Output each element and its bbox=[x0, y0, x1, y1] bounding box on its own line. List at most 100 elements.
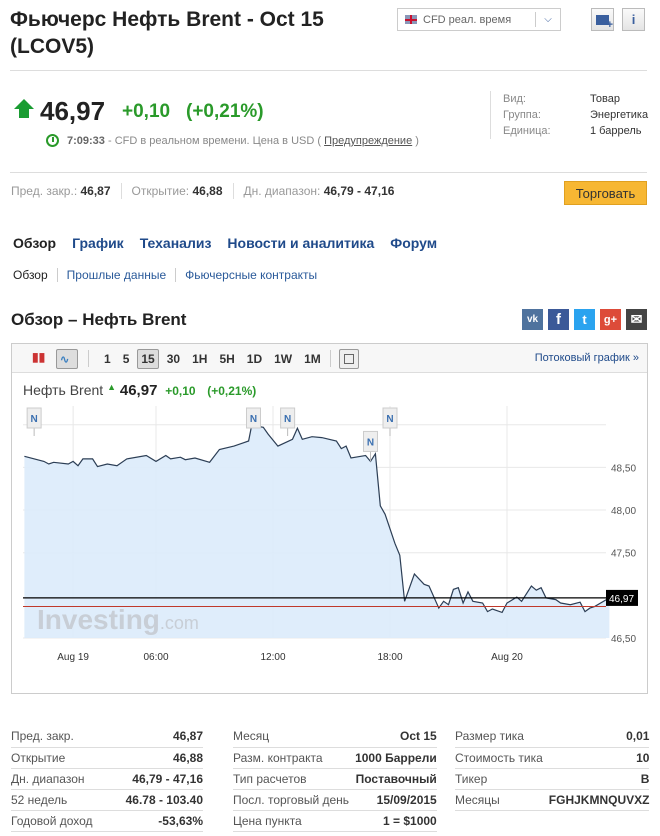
stat-value: 46,87 bbox=[80, 184, 111, 198]
detail-label: Годовой доход bbox=[11, 810, 113, 832]
subtab-historical-data[interactable]: Прошлые данные bbox=[66, 268, 167, 282]
news-marker[interactable] bbox=[382, 407, 398, 429]
detail-value: 10 bbox=[548, 747, 650, 769]
detail-value: -53,63% bbox=[112, 810, 203, 832]
table-row: Месяцы FGHJKMNQUVXZ bbox=[455, 789, 650, 811]
tab-chart[interactable]: График bbox=[72, 235, 124, 251]
interval-1D[interactable]: 1D bbox=[246, 352, 263, 366]
streaming-chart-link[interactable]: Потоковый график » bbox=[534, 352, 639, 364]
interval-1H[interactable]: 1H bbox=[192, 352, 208, 366]
detail-value: 46.78 - 103.40 bbox=[112, 789, 203, 811]
detail-label: Посл. торговый день bbox=[233, 789, 356, 811]
detail-label: Разм. контракта bbox=[233, 747, 356, 769]
tab-forum[interactable]: Форум bbox=[390, 235, 438, 251]
uk-flag-icon bbox=[405, 15, 417, 24]
info-label: Единица: bbox=[503, 125, 551, 137]
detail-value: FGHJKMNQUVXZ bbox=[548, 789, 650, 811]
table-row: Месяц Oct 15 bbox=[233, 726, 437, 748]
divider bbox=[10, 172, 647, 173]
candlestick-icon[interactable]: ▮▮ bbox=[32, 350, 46, 364]
detail-value: 46,88 bbox=[112, 747, 203, 769]
divider bbox=[490, 91, 491, 139]
indicators-button[interactable] bbox=[339, 349, 359, 369]
subtab-overview[interactable]: Обзор bbox=[13, 268, 48, 282]
twitter-share-icon[interactable]: t bbox=[574, 309, 595, 330]
price-change: +0,10 bbox=[122, 101, 171, 122]
price-type-dropdown[interactable]: CFD реал. время ⌵ bbox=[397, 8, 561, 31]
add-to-portfolio-button[interactable]: + bbox=[591, 8, 614, 31]
chart-change: +0,10 bbox=[165, 384, 196, 398]
stat-value: 46,88 bbox=[192, 184, 223, 198]
google-plus-share-icon[interactable]: g+ bbox=[600, 309, 621, 330]
news-marker-icon: N bbox=[31, 414, 38, 425]
facebook-share-icon[interactable]: f bbox=[548, 309, 569, 330]
line-chart-button[interactable]: ∿ bbox=[56, 349, 78, 369]
info-icon: i bbox=[631, 12, 636, 27]
table-row: 52 недель 46.78 - 103.40 bbox=[11, 789, 203, 811]
table-row: Размер тика 0,01 bbox=[455, 726, 650, 748]
stat-label: Дн. диапазон: bbox=[243, 184, 321, 198]
quote-time: 7:09:33 bbox=[67, 135, 105, 147]
detail-value: 1000 Баррели bbox=[355, 747, 437, 769]
x-tick-label: Aug 20 bbox=[491, 652, 523, 663]
news-marker[interactable] bbox=[280, 407, 296, 429]
detail-label: Месяц bbox=[233, 726, 356, 748]
detail-label: Стоимость тика bbox=[455, 747, 549, 769]
tab-news[interactable]: Новости и аналитика bbox=[227, 235, 375, 251]
interval-5H[interactable]: 5H bbox=[219, 352, 235, 366]
info-value: 1 баррель bbox=[590, 125, 642, 137]
interval-1M[interactable]: 1M bbox=[304, 352, 321, 366]
divider bbox=[175, 268, 177, 282]
table-row: Годовой доход -53,63% bbox=[11, 810, 203, 832]
info-label: Группа: bbox=[503, 109, 541, 121]
table-row: Дн. диапазон 46,79 - 47,16 bbox=[11, 768, 203, 790]
quick-stats: Пред. закр.: 46,87 Открытие: 46,88 Дн. д… bbox=[11, 183, 394, 199]
vk-share-icon[interactable]: vk bbox=[522, 309, 543, 330]
tab-overview[interactable]: Обзор bbox=[13, 235, 57, 251]
interval-1[interactable]: 1 bbox=[104, 352, 111, 366]
table-row: Стоимость тика 10 bbox=[455, 747, 650, 769]
up-arrow-icon bbox=[14, 99, 34, 109]
x-tick-label: 12:00 bbox=[260, 652, 285, 663]
trade-button[interactable]: Торговать bbox=[564, 181, 647, 205]
price-area bbox=[24, 416, 610, 638]
y-tick-label: 47,50 bbox=[611, 549, 636, 560]
interval-30[interactable]: 30 bbox=[166, 352, 181, 366]
up-arrow-icon: ▲ bbox=[107, 382, 116, 392]
current-price-label: 46,97 bbox=[609, 594, 634, 605]
tab-technical[interactable]: Теханализ bbox=[139, 235, 212, 251]
line-chart-icon: ∿ bbox=[60, 354, 70, 366]
interval-5[interactable]: 5 bbox=[122, 352, 130, 366]
divider bbox=[535, 12, 536, 27]
info-button[interactable]: i bbox=[622, 8, 645, 31]
chart-change-percent: (+0,21%) bbox=[207, 384, 257, 398]
detail-value: 46,79 - 47,16 bbox=[112, 768, 203, 790]
detail-value: 1 = $1000 bbox=[355, 810, 437, 832]
x-tick-label: 06:00 bbox=[143, 652, 168, 663]
investing-watermark: Investing.com bbox=[37, 604, 199, 635]
table-row: Посл. торговый день 15/09/2015 bbox=[233, 789, 437, 811]
details-table: Месяц Oct 15 Разм. контракта 1000 Баррели Ти… bbox=[233, 726, 437, 832]
price-change-percent: (+0,21%) bbox=[186, 101, 264, 122]
stat-label: Открытие: bbox=[131, 184, 190, 198]
interval-1W[interactable]: 1W bbox=[274, 352, 293, 366]
news-marker[interactable] bbox=[363, 430, 378, 452]
interval-15[interactable]: 15 bbox=[137, 349, 159, 369]
page-title: Фьючерс Нефть Brent - Oct 15 (LCOV5) bbox=[10, 8, 324, 58]
email-share-icon[interactable]: ✉ bbox=[626, 309, 647, 330]
subtab-futures-contracts[interactable]: Фьючерсные контракты bbox=[185, 268, 318, 282]
news-marker-icon: N bbox=[367, 437, 374, 448]
detail-label: Тикер bbox=[455, 768, 549, 790]
stat-label: Пред. закр.: bbox=[11, 184, 78, 198]
news-marker[interactable] bbox=[246, 407, 261, 429]
investing-watermark-suffix: .com bbox=[160, 613, 199, 633]
detail-label: 52 недель bbox=[11, 789, 113, 811]
chart-instrument-name: Нефть Brent bbox=[23, 382, 104, 398]
chart-header: Нефть Brent ▲ 46,97 +0,10 (+0,21%) bbox=[23, 382, 256, 399]
last-price: 46,97 bbox=[40, 96, 106, 126]
news-marker-icon: N bbox=[386, 414, 393, 425]
news-marker[interactable] bbox=[26, 407, 42, 429]
detail-value: 0,01 bbox=[548, 726, 650, 748]
details-table: Размер тика 0,01 Стоимость тика 10 Тикер B Мес… bbox=[455, 726, 650, 811]
warning-link[interactable]: Предупреждение bbox=[324, 135, 413, 147]
